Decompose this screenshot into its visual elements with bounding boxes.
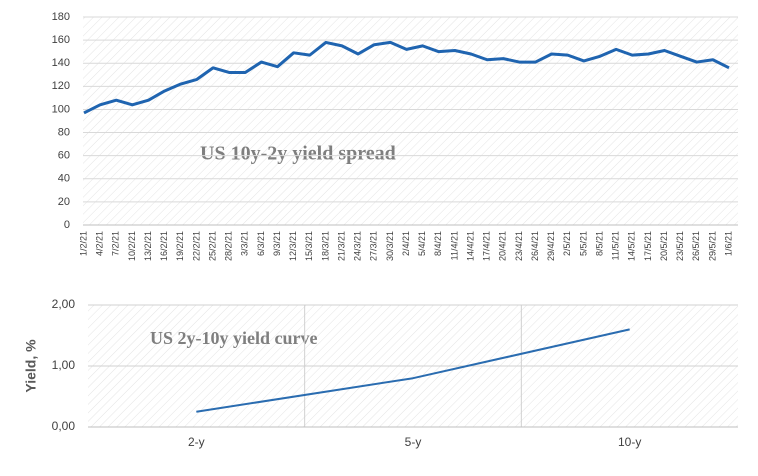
x-tick-label: 2-y	[188, 435, 205, 449]
x-tick-label: 14/4/21	[465, 231, 475, 261]
x-tick-label: 21/3/21	[336, 231, 346, 261]
x-tick-label: 30/3/21	[385, 231, 395, 261]
x-tick-label: 5-y	[405, 435, 422, 449]
annotation: US 10y-2y yield spread	[200, 143, 396, 165]
x-tick-label: 19/2/21	[175, 231, 185, 261]
x-tick-label: 20/5/21	[659, 231, 669, 261]
annotation: US 2y-10y yield curve	[150, 328, 317, 348]
line	[83, 40, 730, 115]
plot-background	[83, 17, 738, 225]
x-tick-label: 23/5/21	[675, 231, 685, 261]
y-tick-label: 40	[58, 173, 70, 185]
x-tick-label: 7/2/21	[111, 231, 121, 256]
y-tick-label: 0	[64, 219, 70, 231]
y-axis-label: Yield, %	[23, 339, 39, 393]
x-tick-label: 27/3/21	[369, 231, 379, 261]
x-tick-label: 17/4/21	[482, 231, 492, 261]
y-tick-label: 140	[52, 57, 70, 69]
x-tick-label: 6/3/21	[256, 231, 266, 256]
x-tick-label: 4/2/21	[95, 231, 105, 256]
x-tick-label: 5/4/21	[417, 231, 427, 256]
x-tick-label: 2/5/21	[562, 231, 572, 256]
x-tick-label: 10/2/21	[127, 231, 137, 261]
y-tick-label: 120	[52, 80, 70, 92]
x-tick-label: 20/4/21	[498, 231, 508, 261]
x-tick-label: 16/2/21	[159, 231, 169, 261]
x-tick-label: 10-y	[618, 435, 641, 449]
y-tick-label: 20	[58, 196, 70, 208]
y-tick-label: 80	[58, 126, 70, 138]
y-tick-label: 60	[58, 150, 70, 162]
x-tick-label: 2/4/21	[401, 231, 411, 256]
y-tick-label: 2,00	[52, 297, 76, 311]
y-tick-label: 0,00	[52, 419, 76, 433]
y-tick-label: 1,00	[52, 358, 76, 372]
x-tick-label: 29/5/21	[707, 231, 717, 261]
x-tick-label: 28/2/21	[224, 231, 234, 261]
x-tick-label: 23/4/21	[514, 231, 524, 261]
x-tick-label: 3/3/21	[240, 231, 250, 256]
x-tick-label: 9/3/21	[272, 231, 282, 256]
x-tick-label: 5/5/21	[578, 231, 588, 256]
x-tick-label: 1/2/21	[78, 231, 88, 256]
x-tick-label: 18/3/21	[320, 231, 330, 261]
x-tick-label: 29/4/21	[546, 231, 556, 261]
x-tick-label: 26/4/21	[530, 231, 540, 261]
x-tick-label: 14/5/21	[627, 231, 637, 261]
x-tick-label: 13/2/21	[143, 231, 153, 261]
x-tick-label: 8/5/21	[594, 231, 604, 256]
line	[196, 328, 630, 413]
x-tick-label: 11/5/21	[611, 231, 621, 260]
x-tick-label: 24/3/21	[353, 231, 363, 261]
x-tick-label: 25/2/21	[207, 231, 217, 261]
x-tick-label: 17/5/21	[643, 231, 653, 261]
y-tick-label: 100	[52, 103, 70, 115]
x-tick-label: 12/3/21	[288, 231, 298, 261]
y-tick-label: 160	[52, 34, 70, 46]
x-tick-label: 11/4/21	[449, 231, 459, 260]
y-tick-label: 180	[52, 11, 70, 23]
x-tick-label: 22/2/21	[191, 231, 201, 261]
x-tick-label: 26/5/21	[691, 231, 701, 261]
x-tick-label: 8/4/21	[433, 231, 443, 256]
x-tick-label: 1/6/21	[723, 231, 733, 256]
x-tick-label: 15/3/21	[304, 231, 314, 261]
